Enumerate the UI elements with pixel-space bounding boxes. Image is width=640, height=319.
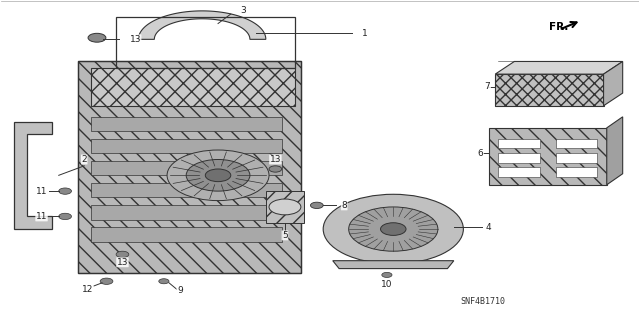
FancyBboxPatch shape <box>495 74 604 106</box>
Text: 3: 3 <box>241 6 246 15</box>
Bar <box>499 167 540 177</box>
Circle shape <box>59 213 72 219</box>
Circle shape <box>59 188 72 194</box>
Text: SNF4B1710: SNF4B1710 <box>460 297 505 306</box>
Circle shape <box>382 272 392 278</box>
FancyBboxPatch shape <box>266 191 304 223</box>
Text: 13: 13 <box>129 35 141 44</box>
Polygon shape <box>607 117 623 185</box>
Bar <box>91 117 282 131</box>
FancyBboxPatch shape <box>91 68 294 106</box>
Bar <box>91 205 282 219</box>
Circle shape <box>269 199 301 215</box>
Circle shape <box>310 202 323 209</box>
Text: 12: 12 <box>82 285 93 294</box>
Text: 11: 11 <box>36 187 47 196</box>
Text: 13: 13 <box>269 155 281 164</box>
Text: 1: 1 <box>362 28 367 38</box>
Circle shape <box>205 169 231 182</box>
Text: 8: 8 <box>341 201 347 210</box>
Bar <box>91 183 282 197</box>
Circle shape <box>269 166 282 172</box>
Circle shape <box>100 278 113 285</box>
Text: 10: 10 <box>381 280 393 289</box>
Text: 4: 4 <box>486 223 492 232</box>
Polygon shape <box>333 261 454 269</box>
Bar <box>499 139 540 148</box>
Circle shape <box>159 279 169 284</box>
Circle shape <box>88 33 106 42</box>
Circle shape <box>186 160 250 191</box>
Circle shape <box>323 194 463 264</box>
Text: 5: 5 <box>282 231 288 240</box>
Text: 9: 9 <box>177 286 182 295</box>
Polygon shape <box>495 62 623 74</box>
Bar <box>556 139 597 148</box>
Polygon shape <box>138 11 266 39</box>
Bar <box>116 17 294 68</box>
Bar <box>91 161 282 175</box>
Bar <box>499 153 540 163</box>
Circle shape <box>381 223 406 235</box>
Circle shape <box>116 251 129 257</box>
Text: FR.: FR. <box>549 22 569 32</box>
Text: 6: 6 <box>477 149 483 158</box>
Bar <box>91 139 282 153</box>
Circle shape <box>349 207 438 251</box>
Circle shape <box>167 150 269 201</box>
FancyBboxPatch shape <box>489 128 607 185</box>
Text: 11: 11 <box>36 212 47 221</box>
Text: 2: 2 <box>81 155 87 164</box>
FancyBboxPatch shape <box>78 62 301 273</box>
Polygon shape <box>14 122 52 229</box>
Bar <box>78 62 301 273</box>
Text: 7: 7 <box>484 82 490 91</box>
Bar <box>556 153 597 163</box>
Polygon shape <box>604 62 623 106</box>
Bar <box>91 227 282 242</box>
Text: 13: 13 <box>116 258 128 267</box>
Bar <box>556 167 597 177</box>
